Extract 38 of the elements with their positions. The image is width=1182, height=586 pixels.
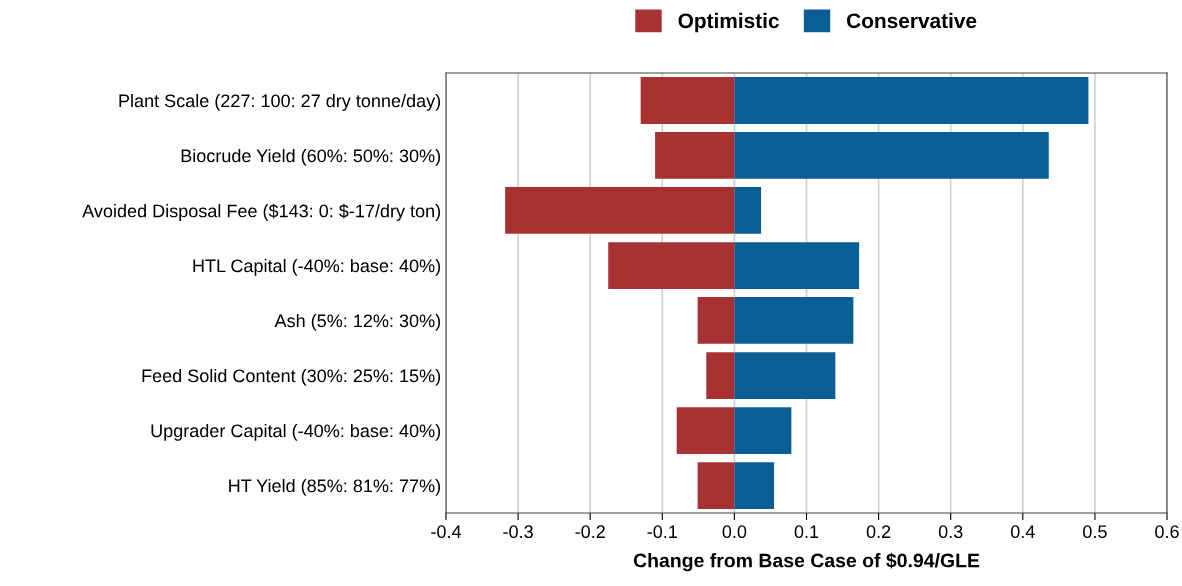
bar	[734, 242, 860, 289]
bar	[697, 462, 735, 509]
bar	[697, 297, 735, 344]
bar	[676, 407, 735, 454]
y-tick-label: HT Yield (85%: 81%: 77%)	[229, 478, 441, 496]
x-tick-label: 0.5	[1083, 525, 1107, 539]
bar	[734, 462, 775, 509]
bar	[734, 297, 854, 344]
y-tick-label: Upgrader Capital (-40%: base: 40%)	[151, 423, 441, 441]
bar	[734, 77, 1089, 124]
x-tick-label: -0.3	[503, 525, 533, 539]
x-tick-label: -0.1	[647, 525, 677, 539]
bar	[734, 187, 762, 234]
x-tick-label: 0.4	[1010, 525, 1035, 539]
x-tick-label: -0.2	[575, 525, 605, 539]
bar	[734, 132, 1049, 179]
y-tick-label: Ash (5%: 12%: 30%)	[274, 313, 441, 331]
bar	[655, 132, 735, 179]
y-tick-label: Plant Scale (227: 100: 27 dry tonne/day)	[119, 93, 441, 111]
x-axis-title: Change from Base Case of $0.94/GLE	[633, 552, 980, 572]
bar	[505, 187, 735, 234]
y-tick-label: HTL Capital (-40%: base: 40%)	[193, 258, 441, 276]
y-tick-label: Biocrude Yield (60%: 50%: 30%)	[181, 148, 441, 166]
x-tick-label: 0.1	[794, 525, 819, 539]
legend-label: Optimistic	[678, 12, 779, 33]
x-tick-label: 0.6	[1155, 525, 1179, 539]
legend-label: Conservative	[847, 12, 977, 29]
bar	[640, 77, 735, 124]
bar	[734, 352, 836, 399]
bar	[706, 352, 735, 399]
y-tick-label: Avoided Disposal Fee ($143: 0: $-17/dry ton)	[82, 203, 441, 221]
x-tick-label: 0.2	[866, 525, 891, 539]
bar	[734, 407, 792, 454]
bar	[608, 242, 735, 289]
x-tick-label: -0.4	[431, 525, 462, 539]
x-tick-label: 0.3	[938, 525, 963, 539]
x-tick-label: 0.0	[722, 525, 747, 539]
y-tick-label: Feed Solid Content (30%: 25%: 15%)	[142, 368, 441, 386]
